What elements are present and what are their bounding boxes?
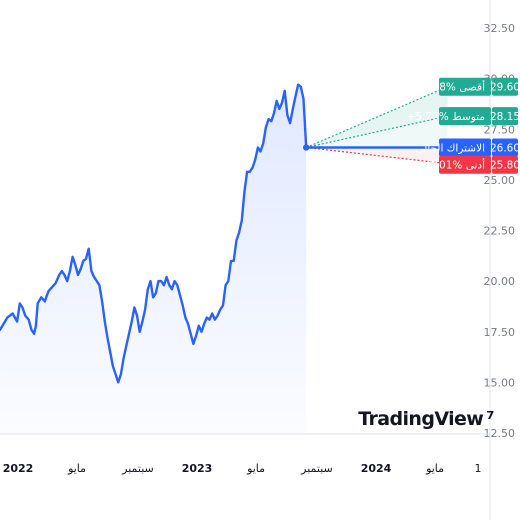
- forecast-band: [305, 86, 452, 165]
- x-tick-label: سبتمبر: [300, 462, 333, 475]
- y-tick-label: 12.50: [484, 427, 516, 440]
- price-tag-bg: [492, 77, 518, 96]
- x-tick-label: مايو: [246, 462, 265, 475]
- y-tick-label: 32.50: [484, 22, 516, 35]
- avg-projection-line: [306, 115, 448, 149]
- forecast-tag-text: ‎+11.28% أقصى: [407, 80, 485, 94]
- price-series-line: [0, 83, 308, 384]
- x-tick-label: 2024: [361, 462, 392, 475]
- price-area: [0, 84, 307, 434]
- y-tick-label: 25.00: [484, 174, 516, 187]
- forecast-tag-avg: ‎+5.76% متوسط 28.15: [407, 107, 520, 126]
- y-tick-label: 22.50: [484, 225, 516, 238]
- price-tag-bg: [492, 107, 518, 126]
- tradingview-logo[interactable]: TradingView ⁷: [358, 408, 494, 430]
- x-tick-label: 2022: [3, 462, 34, 475]
- last-price-marker: [302, 144, 310, 151]
- price-area-fill: [0, 84, 307, 434]
- price-tag-text: 29.60: [490, 82, 520, 94]
- forecast-tag-bg: [439, 155, 491, 174]
- forecast-tag-bg: [439, 138, 491, 157]
- x-tick-label: مايو: [67, 462, 86, 475]
- forecast-labels: ‎+11.28% أقصى 29.60 ‎+5.76% متوسط 28.15 الاش…: [407, 77, 520, 174]
- brand-text: TradingView: [358, 408, 484, 430]
- x-tick-label: مايو: [425, 462, 444, 475]
- y-tick-label: 27.50: [484, 123, 516, 136]
- x-tick-label: 1: [475, 462, 482, 475]
- downside-band: [306, 147, 448, 164]
- forecast-tag-high: ‎+11.28% أقصى 29.60: [407, 77, 520, 96]
- y-tick-label: 20.00: [484, 275, 516, 288]
- y-tick-label: 15.00: [484, 376, 516, 389]
- price-tag-bg: [492, 138, 518, 157]
- price-tag-text: 25.80: [490, 160, 520, 172]
- forecast-tag-low: ‎-3.01% أدنى 25.80: [425, 155, 520, 174]
- x-tick-label: سبتمبر: [121, 462, 154, 475]
- high-projection-line: [305, 86, 448, 149]
- forecast-tag-text: ‎+5.76% متوسط: [407, 111, 485, 123]
- forecast-tag-bg: [439, 77, 491, 96]
- forecast-tag-text: الاشتراك الحالي: [415, 142, 485, 154]
- forecast-tag-text: ‎-3.01% أدنى: [425, 158, 485, 172]
- price-tag-bg: [492, 155, 518, 174]
- price-tag-text: 28.15: [490, 111, 520, 123]
- tv-mark-icon: ⁷: [486, 408, 494, 430]
- y-tick-label: 17.50: [484, 326, 516, 339]
- price-line: [0, 83, 310, 384]
- x-tick-label: 2023: [182, 462, 213, 475]
- price-tag-text: 26.60: [490, 142, 520, 154]
- forecast-tag-current: الاشتراك الحالي 26.60: [415, 138, 520, 157]
- forecast-tag-bg: [439, 107, 491, 126]
